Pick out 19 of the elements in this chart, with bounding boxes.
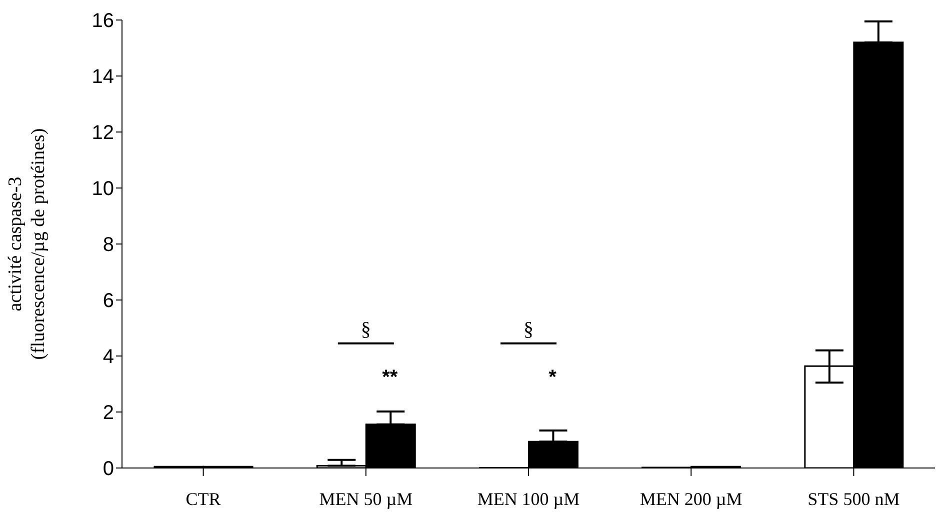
y-tick-label: 8: [102, 234, 114, 256]
annotation: *: [548, 366, 557, 389]
y-tick-label: 16: [92, 10, 114, 32]
x-tick-label: STS 500 nM: [808, 488, 900, 509]
y-tick-label: 0: [102, 458, 114, 480]
y-tick-label: 12: [92, 122, 114, 144]
x-tick-label: MEN 100 µM: [477, 488, 580, 509]
y-tick-label: 10: [92, 178, 114, 200]
annotation: §: [524, 318, 534, 340]
y-tick-label: 14: [92, 66, 114, 88]
x-tick-label: MEN 50 µM: [319, 488, 413, 509]
x-tick-label: MEN 200 µM: [640, 488, 742, 509]
x-tick-label: CTR: [186, 488, 221, 509]
annotation: **: [382, 366, 398, 389]
y-axis-title: activité caspase-3 (fluorescence/µg de protéines): [5, 128, 49, 360]
y-tick-label: 2: [102, 402, 114, 424]
y-tick-label: 4: [102, 346, 114, 368]
annotation: §: [360, 318, 371, 340]
y-tick-label: 6: [102, 290, 114, 312]
